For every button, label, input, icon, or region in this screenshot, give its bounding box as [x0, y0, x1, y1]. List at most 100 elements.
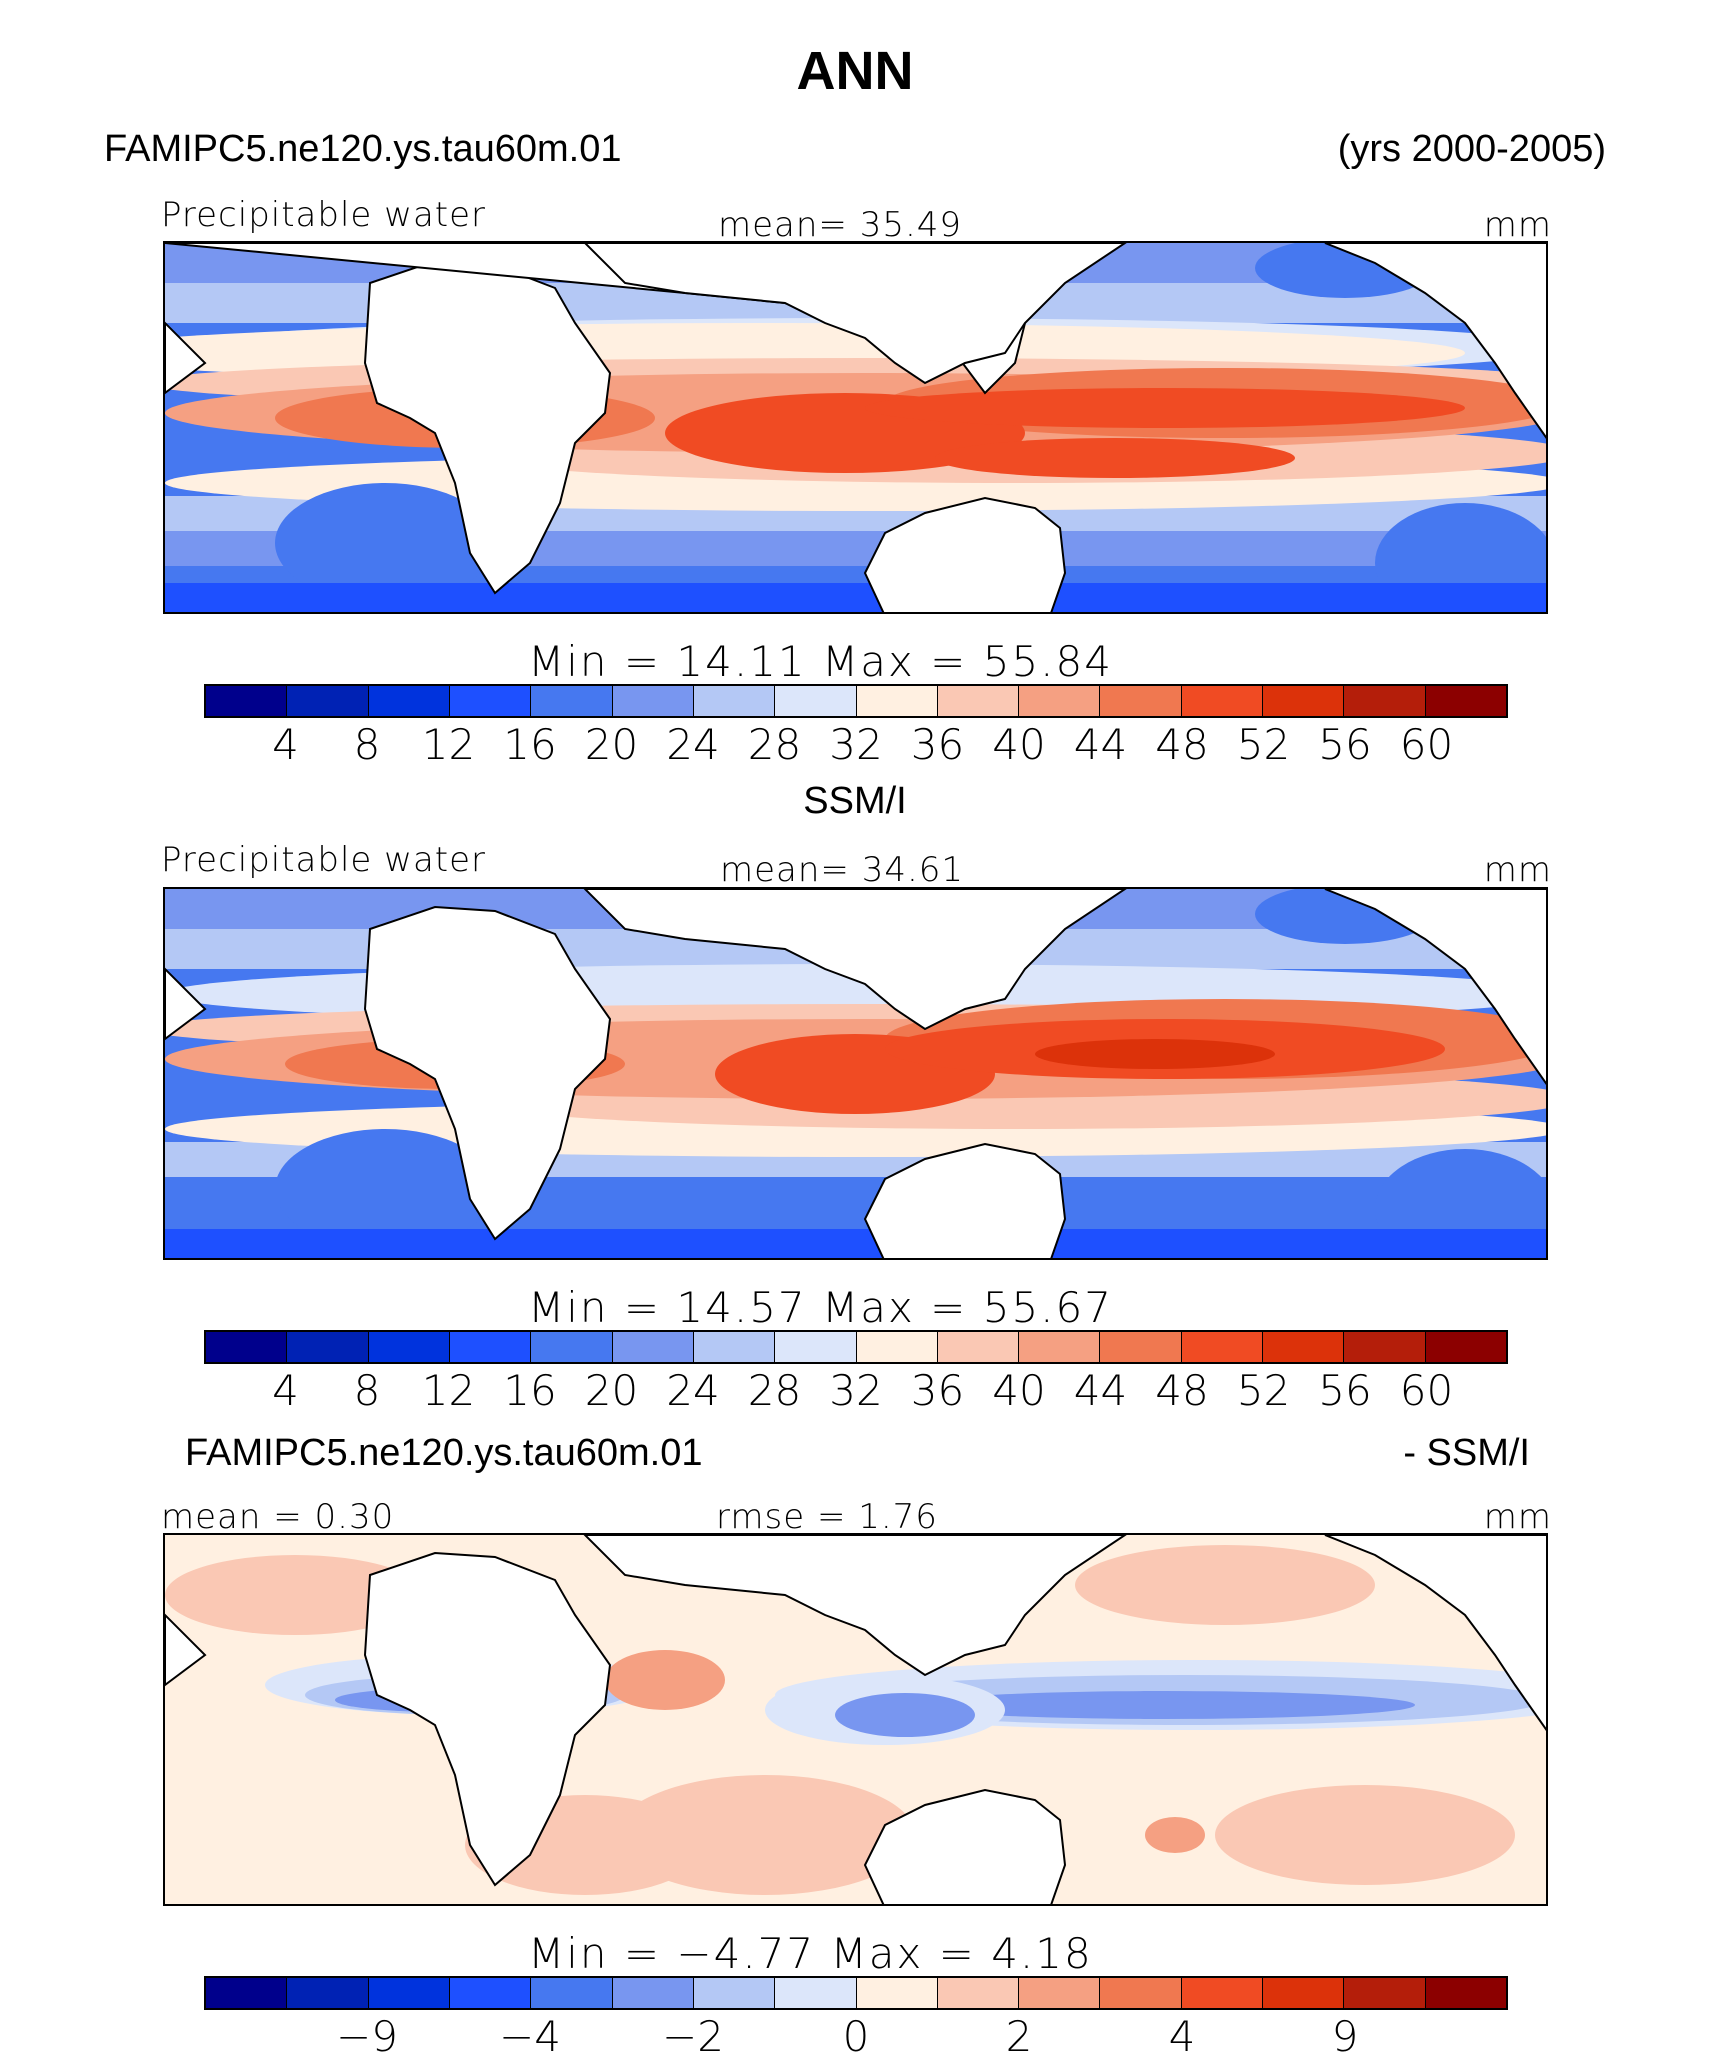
colorbar-2-bin	[693, 1332, 776, 1362]
minmax-label-3: Min = −4.77 Max = 4.18	[528, 1929, 1093, 1978]
mean-label-2: mean= 34.61	[720, 850, 965, 890]
colorbar-2-bin	[856, 1332, 938, 1362]
colorbar-1-bin	[368, 686, 450, 716]
case-name: FAMIPC5.ne120.ys.tau60m.01	[104, 128, 622, 170]
colorbar-tick-label: 8	[353, 720, 381, 769]
colorbar-1	[204, 684, 1508, 718]
colorbar-2-bin	[206, 1332, 288, 1362]
colorbar-3-bin	[612, 1978, 694, 2008]
variable-label-2: Precipitable water	[161, 840, 487, 880]
colorbar-2-bin	[1100, 1332, 1182, 1362]
colorbar-3-bin	[368, 1978, 450, 2008]
colorbar-1-bin	[1263, 686, 1345, 716]
colorbar-2-bin	[449, 1332, 532, 1362]
colorbar-1-bin	[531, 686, 613, 716]
colorbar-tick-label: 44	[1073, 1366, 1128, 1415]
colorbar-2-bin	[1425, 1332, 1506, 1362]
colorbar-2-bin	[1019, 1332, 1101, 1362]
colorbar-1-bin	[1425, 686, 1506, 716]
colorbar-3-bin	[1181, 1978, 1264, 2008]
colorbar-tick-label: 32	[829, 1366, 883, 1415]
colorbar-3-bin	[1100, 1978, 1182, 2008]
colorbar-tick-label: 8	[353, 1366, 381, 1415]
colorbar-3-bin	[531, 1978, 613, 2008]
colorbar-tick-label: 12	[421, 720, 476, 769]
colorbar-tick-label: 20	[584, 720, 639, 769]
mean-label-1: mean= 35.49	[718, 205, 963, 245]
mean-label-3: mean = 0.30	[161, 1497, 395, 1537]
colorbar-tick-label: 44	[1073, 720, 1128, 769]
colorbar-tick-label: 60	[1399, 720, 1454, 769]
colorbar-tick-label: −2	[662, 2012, 724, 2061]
colorbar-1-bin	[449, 686, 532, 716]
colorbar-tick-label: −9	[336, 2012, 398, 2061]
map-diff	[165, 1535, 1546, 1904]
colorbar-3-bin	[1019, 1978, 1101, 2008]
colorbar-3-bin	[775, 1978, 857, 2008]
colorbar-tick-label: 28	[747, 1366, 802, 1415]
units-label-1: mm	[1483, 205, 1552, 245]
colorbar-2-bin	[287, 1332, 369, 1362]
minmax-label-2: Min = 14.57 Max = 55.67	[528, 1283, 1113, 1332]
colorbar-tick-label: 56	[1318, 720, 1372, 769]
colorbar-3-bin	[937, 1978, 1020, 2008]
colorbar-tick-label: 48	[1155, 1366, 1209, 1415]
panel-title-3-left: FAMIPC5.ne120.ys.tau60m.01	[185, 1432, 703, 1474]
map-obs	[165, 889, 1546, 1258]
colorbar-2-ticks: 4 8 12 16 20 24 28 32 36 40 44 48 52 56 60	[204, 1366, 1508, 1416]
colorbar-2-bin	[937, 1332, 1020, 1362]
colorbar-tick-label: 40	[992, 720, 1046, 769]
colorbar-3-bin	[693, 1978, 776, 2008]
colorbar-1-bin	[693, 686, 776, 716]
colorbar-3-bin	[287, 1978, 369, 2008]
colorbar-3-bin	[449, 1978, 532, 2008]
colorbar-tick-label: 36	[910, 720, 965, 769]
colorbar-tick-label: 16	[503, 1366, 557, 1415]
colorbar-tick-label: 48	[1155, 720, 1209, 769]
colorbar-3-bin	[206, 1978, 288, 2008]
colorbar-tick-label: −4	[499, 2012, 561, 2061]
colorbar-2-bin	[531, 1332, 613, 1362]
years-label: (yrs 2000-2005)	[1337, 128, 1606, 170]
colorbar-tick-label: 24	[666, 720, 720, 769]
colorbar-1-bin	[287, 686, 369, 716]
colorbar-2-bin	[1344, 1332, 1426, 1362]
colorbar-2-bin	[368, 1332, 450, 1362]
colorbar-3-ticks: −9 −4 −2 0 2 4 9	[204, 2012, 1508, 2062]
colorbar-tick-label: 32	[829, 720, 883, 769]
colorbar-1-bin	[206, 686, 288, 716]
rmse-label-3: rmse = 1.76	[716, 1497, 938, 1537]
colorbar-1-bin	[612, 686, 694, 716]
variable-label-1: Precipitable water	[161, 195, 487, 235]
units-label-2: mm	[1483, 850, 1552, 890]
colorbar-tick-label: 52	[1236, 1366, 1291, 1415]
colorbar-1-bin	[1019, 686, 1101, 716]
colorbar-tick-label: 20	[584, 1366, 639, 1415]
panel-title-3-right: - SSM/I	[1403, 1432, 1530, 1474]
colorbar-1-bin	[937, 686, 1020, 716]
figure-title: ANN	[796, 41, 914, 101]
colorbar-tick-label: 4	[272, 720, 299, 769]
colorbar-tick-label: 12	[421, 1366, 476, 1415]
colorbar-tick-label: 56	[1318, 1366, 1372, 1415]
map-panel-diff	[163, 1533, 1548, 1906]
colorbar-tick-label: 0	[842, 2012, 870, 2061]
colorbar-2-bin	[775, 1332, 857, 1362]
colorbar-3-bin	[856, 1978, 938, 2008]
map-model	[165, 243, 1546, 612]
colorbar-tick-label: 60	[1399, 1366, 1454, 1415]
colorbar-tick-label: 9	[1331, 2012, 1359, 2061]
map-panel-model	[163, 241, 1548, 614]
colorbar-tick-label: 4	[272, 1366, 299, 1415]
colorbar-tick-label: 52	[1236, 720, 1291, 769]
colorbar-1-bin	[1344, 686, 1426, 716]
colorbar-1-bin	[1100, 686, 1182, 716]
colorbar-tick-label: 40	[992, 1366, 1046, 1415]
minmax-label-1: Min = 14.11 Max = 55.84	[528, 637, 1113, 686]
colorbar-2-bin	[612, 1332, 694, 1362]
colorbar-tick-label: 16	[503, 720, 557, 769]
colorbar-tick-label: 2	[1005, 2012, 1033, 2061]
colorbar-tick-label: 28	[747, 720, 802, 769]
colorbar-3	[204, 1976, 1508, 2010]
colorbar-1-ticks: 4 8 12 16 20 24 28 32 36 40 44 48 52 56 60	[204, 720, 1508, 770]
